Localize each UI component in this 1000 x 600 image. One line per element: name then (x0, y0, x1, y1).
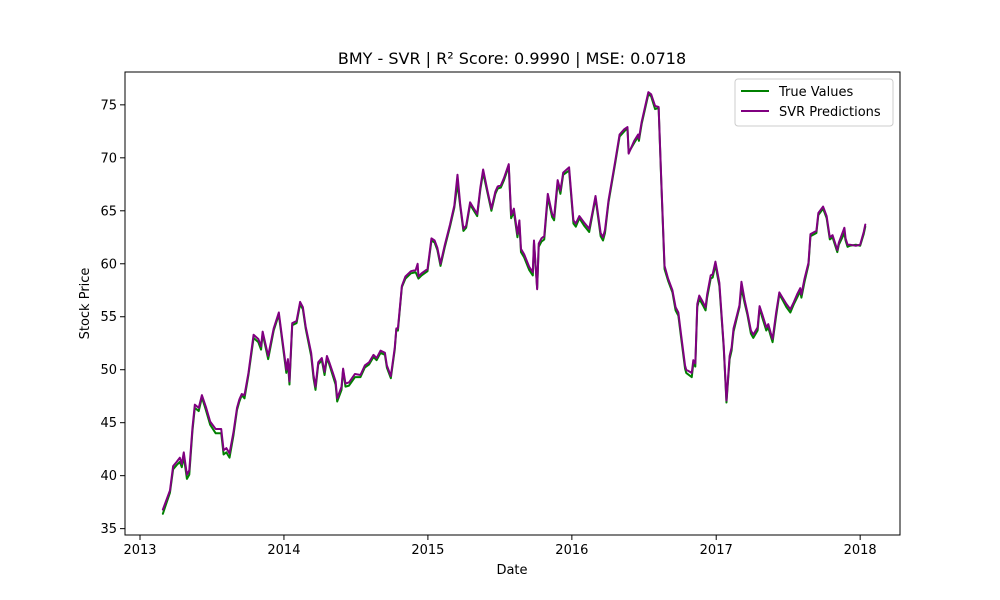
y-tick-label: 60 (100, 257, 117, 272)
chart-title: BMY - SVR | R² Score: 0.9990 | MSE: 0.07… (338, 49, 686, 68)
y-tick-label: 70 (100, 151, 117, 166)
legend-label-true-values: True Values (778, 85, 853, 100)
x-tick-label: 2016 (555, 543, 588, 558)
y-tick-label: 40 (100, 469, 117, 484)
y-tick-label: 55 (100, 310, 117, 325)
x-tick-label: 2013 (123, 543, 156, 558)
legend-label-svr-predictions: SVR Predictions (779, 105, 881, 120)
y-tick-label: 50 (100, 363, 117, 378)
series-line-true-values (161, 93, 867, 515)
x-tick-label: 2018 (844, 543, 877, 558)
y-tick-label: 65 (100, 204, 117, 219)
legend-box (734, 78, 894, 127)
y-tick-label: 75 (100, 98, 117, 113)
x-tick-label: 2015 (411, 543, 444, 558)
x-axis: 2013 2014 2015 2016 2017 2018 (123, 535, 877, 558)
plot-frame (124, 71, 901, 536)
y-axis: 35 40 45 50 55 60 65 70 75 (100, 98, 125, 537)
legend: True Values SVR Predictions (734, 78, 894, 127)
plot-series (161, 91, 867, 515)
series-line-svr-predictions (161, 91, 867, 511)
x-tick-label: 2017 (700, 543, 733, 558)
x-axis-label: Date (496, 563, 527, 578)
y-tick-label: 35 (100, 522, 117, 537)
y-tick-label: 45 (100, 416, 117, 431)
x-tick-label: 2014 (267, 543, 300, 558)
y-axis-label: Stock Price (78, 268, 93, 340)
